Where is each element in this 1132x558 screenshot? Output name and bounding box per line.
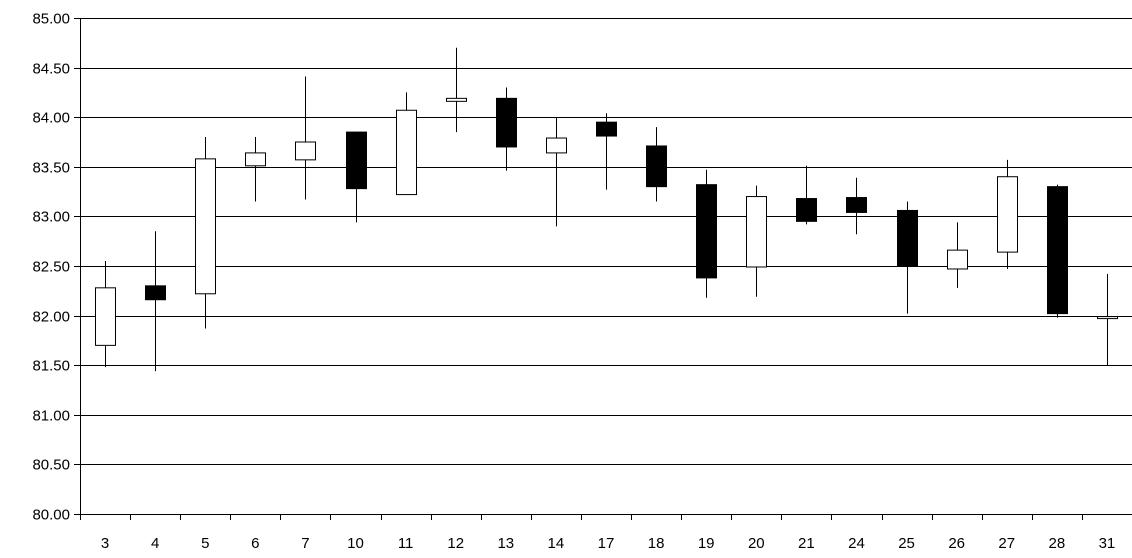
candle-body-down: [597, 122, 617, 136]
x-tick-label: 6: [251, 535, 259, 552]
x-tick-label: 13: [497, 535, 514, 552]
candle: [296, 77, 316, 200]
candle-body-down: [647, 146, 667, 187]
candle-body-up: [447, 98, 467, 101]
candle-body-down: [797, 199, 817, 222]
y-tick-label: 83.50: [32, 160, 70, 177]
candle: [497, 87, 517, 170]
candle-body-up: [296, 142, 316, 160]
candle: [1048, 185, 1068, 318]
x-tick-label: 3: [101, 535, 109, 552]
candle-body-up: [948, 250, 968, 269]
x-tick-label: 31: [1099, 535, 1116, 552]
y-tick-label: 83.00: [32, 209, 70, 226]
candle-body-up: [397, 110, 417, 194]
x-tick-label: 4: [151, 535, 159, 552]
candle: [347, 132, 367, 222]
candles-layer: [96, 48, 1118, 371]
x-tick-label: 14: [548, 535, 565, 552]
candle-body-down: [497, 98, 517, 147]
x-tick-label: 20: [748, 535, 765, 552]
y-tick-label: 81.00: [32, 408, 70, 425]
x-tick-label: 7: [301, 535, 309, 552]
x-tick-label: 12: [447, 535, 464, 552]
candle: [998, 160, 1018, 269]
x-tick-label: 17: [598, 535, 615, 552]
candle: [196, 137, 216, 328]
candle-body-down: [1048, 187, 1068, 314]
candle-body-up: [747, 197, 767, 267]
candle-body-down: [847, 198, 867, 213]
candle-body-up: [196, 159, 216, 294]
x-tick-label: 28: [1049, 535, 1066, 552]
y-tick-label: 82.50: [32, 259, 70, 276]
candle: [697, 170, 717, 298]
candle-body-down: [697, 185, 717, 278]
x-tick-label: 25: [898, 535, 915, 552]
candle: [146, 231, 166, 371]
x-tick-label: 5: [201, 535, 209, 552]
y-axis-ticks: 80.00 80.50 81.00 81.50 82.00 82.50 83.00 83.50…: [32, 11, 80, 524]
x-tick-label: 11: [398, 535, 414, 552]
x-tick-label: 10: [347, 535, 364, 552]
candle: [1098, 274, 1118, 365]
y-tick-label: 81.50: [32, 358, 70, 375]
x-tick-label: 21: [798, 535, 815, 552]
x-tick-label: 27: [998, 535, 1015, 552]
y-tick-label: 80.50: [32, 457, 70, 474]
x-tick-label: 18: [648, 535, 665, 552]
y-tick-label: 80.00: [32, 507, 70, 524]
x-tick-label: 26: [948, 535, 965, 552]
candle-body-up: [96, 288, 116, 346]
candle: [96, 261, 116, 367]
grid-layer: [80, 19, 1132, 515]
candle: [948, 222, 968, 287]
candle: [447, 48, 467, 132]
candle: [898, 202, 918, 314]
candle-body-down: [347, 132, 367, 189]
candle-body-down: [146, 286, 166, 300]
candle-body-up: [1098, 317, 1118, 319]
candle: [397, 92, 417, 194]
candle: [797, 166, 817, 225]
y-tick-label: 82.00: [32, 309, 70, 326]
candle-body-up: [547, 138, 567, 153]
candle: [246, 137, 266, 201]
x-tick-label: 24: [848, 535, 865, 552]
candle: [747, 186, 767, 297]
candle: [847, 178, 867, 235]
y-tick-label: 84.50: [32, 61, 70, 78]
candle: [547, 117, 567, 226]
candle-body-down: [898, 210, 918, 266]
x-tick-label: 19: [698, 535, 715, 552]
candle-body-up: [246, 153, 266, 166]
candle: [597, 113, 617, 189]
y-tick-label: 84.00: [32, 110, 70, 127]
candle: [647, 127, 667, 201]
x-axis-ticks: 3 4 5 6 7 10 11 12 13 14 17 18 19 20 21 24 25 26 27 28 31: [81, 514, 1132, 552]
candle-body-up: [998, 177, 1018, 252]
y-tick-label: 85.00: [32, 11, 70, 28]
